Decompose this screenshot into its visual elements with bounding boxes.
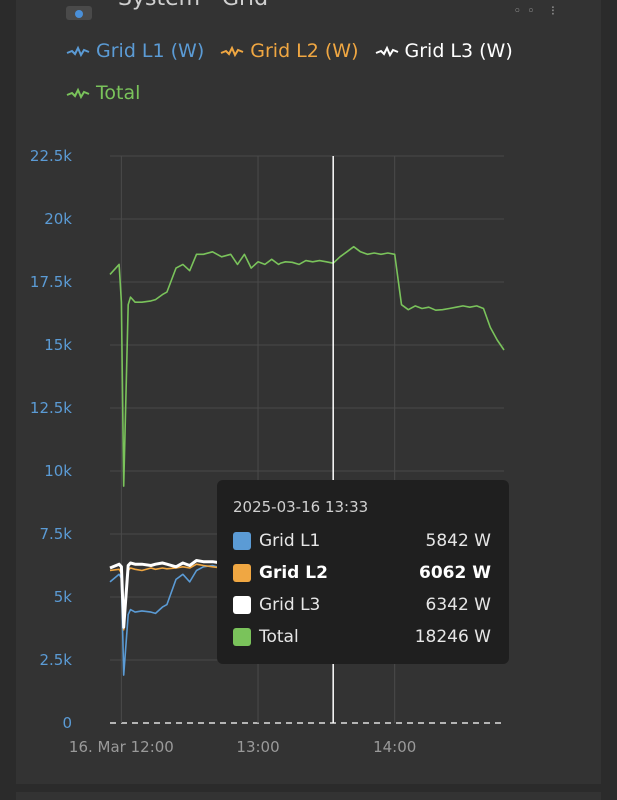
x-tick-label: 13:00 — [236, 738, 279, 756]
grid-icon — [66, 6, 92, 20]
chart-tooltip: 2025-03-16 13:33 Grid L1 5842 W Grid L2 606… — [217, 480, 509, 664]
line-chart[interactable]: 0 2.5k 5k 7.5k 10k 12.5k 15k 17.5k 20k 22.5k 16. M… — [16, 134, 601, 784]
tooltip-swatch — [233, 532, 251, 550]
tooltip-series-value: 18246 W — [414, 627, 491, 647]
series-line-icon — [66, 45, 90, 57]
x-tick-label: 16. Mar 12:00 — [69, 738, 174, 756]
legend-label: Grid L2 (W) — [250, 40, 359, 62]
next-panel — [16, 792, 601, 800]
tooltip-row: Total 18246 W — [233, 627, 491, 648]
y-tick-label: 20k — [44, 210, 72, 228]
legend-label: Grid L3 (W) — [404, 40, 513, 62]
tooltip-series-name: Grid L3 — [259, 595, 321, 615]
tooltip-row: Grid L3 6342 W — [233, 595, 491, 616]
legend-label: Total — [96, 82, 141, 104]
tooltip-series-name: Grid L1 — [259, 531, 321, 551]
y-tick-label: 7.5k — [39, 525, 72, 543]
x-tick-label: 14:00 — [373, 738, 416, 756]
legend-item[interactable]: Grid L2 (W) — [220, 38, 359, 64]
tooltip-series-value: 5842 W — [425, 531, 491, 551]
legend-label: Grid L1 (W) — [96, 40, 205, 62]
tooltip-series-name: Grid L2 — [259, 563, 328, 583]
tooltip-swatch — [233, 628, 251, 646]
series-line-icon — [220, 45, 244, 57]
y-tick-label: 12.5k — [30, 399, 72, 417]
panel-menu-icon[interactable]: ◦◦ ⁝ — [513, 4, 561, 19]
tooltip-swatch — [233, 596, 251, 614]
tooltip-row: Grid L2 6062 W — [233, 563, 491, 584]
y-tick-label: 2.5k — [39, 651, 72, 669]
y-tick-label: 10k — [44, 462, 72, 480]
y-tick-label: 22.5k — [30, 147, 72, 165]
chart-legend: Grid L1 (W) Grid L2 (W) Grid L3 (W) Total — [66, 38, 586, 122]
panel-header: System - Grid ◦◦ ⁝ Grid L1 (W) Grid L2 (W… — [16, 0, 601, 134]
legend-item[interactable]: Total — [66, 80, 140, 106]
legend-item[interactable]: Grid L3 (W) — [375, 38, 513, 64]
tooltip-row: Grid L1 5842 W — [233, 531, 491, 552]
series-line-4 — [109, 245, 505, 487]
y-tick-label: 0 — [62, 714, 72, 732]
legend-item[interactable]: Grid L1 (W) — [66, 38, 204, 64]
y-tick-label: 17.5k — [30, 273, 72, 291]
tooltip-time: 2025-03-16 13:33 — [233, 498, 369, 516]
panel-title: System - Grid — [118, 0, 268, 11]
series-line-icon — [375, 45, 398, 57]
series-line-icon — [66, 87, 90, 99]
tooltip-series-value: 6062 W — [419, 563, 491, 583]
chart-panel: 0 2.5k 5k 7.5k 10k 12.5k 15k 17.5k 20k 22.5k 16. M… — [16, 134, 601, 784]
y-tick-label: 5k — [54, 588, 73, 606]
tooltip-series-name: Total — [259, 627, 299, 647]
tooltip-swatch — [233, 564, 251, 582]
y-tick-label: 15k — [44, 336, 72, 354]
tooltip-series-value: 6342 W — [425, 595, 491, 615]
